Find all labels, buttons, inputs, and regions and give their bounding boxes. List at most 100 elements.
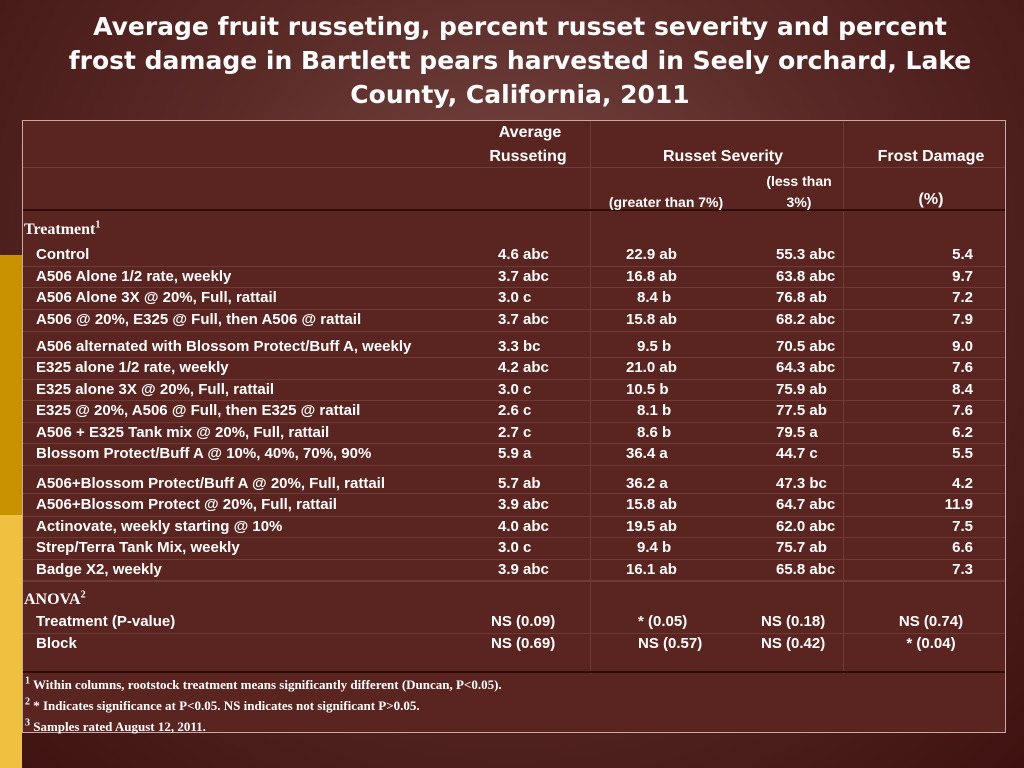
frost-damage-value: 9.0: [952, 338, 973, 355]
row-divider: [23, 580, 1005, 581]
row-divider: [23, 309, 1005, 310]
russet-lt3-value: 79.5 a: [776, 424, 818, 441]
avg-russeting-value: 3.0 c: [498, 289, 532, 306]
header-frost-damage: Frost Damage: [877, 148, 985, 165]
left-accent-bar-light: [0, 515, 22, 768]
table-row: Treatment (P-value) NS (0.09) * (0.05) NS (…: [23, 612, 1005, 632]
avg-russeting-value: 4.2 abc: [498, 359, 549, 376]
russet-lt3-value: 64.3 abc: [776, 359, 836, 376]
table-row: A506 Alone 3X @ 20%, Full, rattail 3.0 c 8…: [23, 288, 1005, 308]
avg-russeting-value: 2.7 c: [498, 424, 532, 441]
russet-gt7-value: 8.6 b: [637, 424, 672, 441]
row-divider: [23, 443, 1005, 444]
avg-russeting-value: 3.0 c: [498, 539, 532, 556]
treatment-name: E325 alone 1/2 rate, weekly: [36, 359, 229, 376]
avg-russeting-value: 3.0 c: [498, 381, 532, 398]
treatment-name: A506 Alone 1/2 rate, weekly: [36, 268, 232, 285]
frost-damage-value: 9.7: [952, 268, 973, 285]
frost-damage-value: 7.6: [952, 359, 973, 376]
col-divider-2: [843, 121, 844, 674]
avg-russeting-value: 3.9 abc: [498, 496, 549, 513]
russet-lt3-value: NS (0.42): [761, 635, 826, 652]
russet-lt3-value: 76.8 ab: [776, 289, 827, 306]
header-percent: (%): [918, 191, 944, 208]
russet-lt3-value: 77.5 ab: [776, 402, 827, 419]
header-average: Average: [498, 124, 562, 141]
treatment-name: Actinovate, weekly starting @ 10%: [36, 518, 283, 535]
treatment-name: Strep/Terra Tank Mix, weekly: [36, 539, 240, 556]
header-russet-severity: Russet Severity: [662, 148, 784, 165]
treatment-name: E325 @ 20%, A506 @ Full, then E325 @ rat…: [36, 402, 361, 419]
russet-lt3-value: 65.8 abc: [776, 561, 836, 578]
footnote-divider: [23, 671, 1005, 673]
footnote: 3 Samples rated August 12, 2011.: [25, 717, 206, 734]
table-row: Strep/Terra Tank Mix, weekly 3.0 c 9.4 b 75…: [23, 538, 1005, 558]
frost-damage-value: 7.2: [952, 289, 973, 306]
russet-lt3-value: 63.8 abc: [776, 268, 836, 285]
russet-lt3-value: 55.3 abc: [776, 246, 836, 263]
russet-gt7-value: 22.9 ab: [626, 246, 677, 263]
frost-damage-value: 7.5: [952, 518, 973, 535]
frost-damage-value: 6.6: [952, 539, 973, 556]
treatment-name: Badge X2, weekly: [36, 561, 162, 578]
treatment-name: Control: [36, 246, 90, 263]
treatment-name: A506 @ 20%, E325 @ Full, then A506 @ rat…: [36, 311, 362, 328]
row-divider: [23, 493, 1005, 494]
table-row: E325 @ 20%, A506 @ Full, then E325 @ rat…: [23, 401, 1005, 421]
russet-gt7-value: 15.8 ab: [626, 311, 677, 328]
frost-damage-value: 11.9: [944, 496, 973, 513]
russet-gt7-value: 21.0 ab: [626, 359, 677, 376]
avg-russeting-value: NS (0.69): [491, 635, 556, 652]
header-less-than-line2: 3%): [786, 194, 812, 210]
russet-gt7-value: * (0.05): [638, 613, 688, 630]
table-row: A506 Alone 1/2 rate, weekly 3.7 abc 16.8 a…: [23, 267, 1005, 287]
treatment-name: A506+Blossom Protect/Buff A @ 20%, Full,…: [36, 475, 386, 492]
table-row: Block NS (0.69) NS (0.57) NS (0.42) * (0.04): [23, 634, 1005, 654]
russet-gt7-value: NS (0.57): [638, 635, 703, 652]
treatment-name: E325 alone 3X @ 20%, Full, rattail: [36, 381, 275, 398]
frost-damage-value: 6.2: [952, 424, 973, 441]
frost-damage-value: * (0.04): [906, 635, 956, 652]
table-row: Blossom Protect/Buff A @ 10%, 40%, 70%, …: [23, 444, 1005, 464]
footnote: 1 Within columns, rootstock treatment me…: [25, 675, 502, 692]
header-russeting: Russeting: [489, 148, 567, 165]
treatment-name: Blossom Protect/Buff A @ 10%, 40%, 70%, …: [36, 445, 372, 462]
frost-damage-value: 5.5: [952, 445, 973, 462]
table-row: A506 + E325 Tank mix @ 20%, Full, rattai…: [23, 423, 1005, 443]
russet-lt3-value: NS (0.18): [761, 613, 826, 630]
frost-damage-value: NS (0.74): [898, 613, 964, 630]
results-table: Average Russeting Russet Severity Frost …: [22, 120, 1006, 734]
treatment-name: Block: [36, 635, 77, 652]
table-row: A506+Blossom Protect/Buff A @ 20%, Full,…: [23, 474, 1005, 494]
avg-russeting-value: 4.0 abc: [498, 518, 549, 535]
frost-damage-value: 5.4: [952, 246, 973, 263]
frost-damage-value: 7.6: [952, 402, 973, 419]
russet-gt7-value: 16.8 ab: [626, 268, 677, 285]
row-divider: [23, 266, 1005, 267]
table-row: A506 @ 20%, E325 @ Full, then A506 @ rat…: [23, 310, 1005, 330]
left-accent-bar-dark: [0, 255, 22, 515]
treatment-name: A506 Alone 3X @ 20%, Full, rattail: [36, 289, 277, 306]
table-row: Badge X2, weekly 3.9 abc 16.1 ab 65.8 abc 7.…: [23, 560, 1005, 580]
frost-damage-value: 8.4: [952, 381, 973, 398]
avg-russeting-value: 3.9 abc: [498, 561, 549, 578]
row-divider: [23, 357, 1005, 358]
russet-lt3-value: 47.3 bc: [776, 475, 827, 492]
row-divider: [23, 516, 1005, 517]
russet-gt7-value: 36.4 a: [626, 445, 668, 462]
row-divider: [23, 331, 1005, 332]
avg-russeting-value: 3.7 abc: [498, 311, 549, 328]
russet-gt7-value: 9.4 b: [637, 539, 672, 556]
row-divider: [23, 537, 1005, 538]
russet-gt7-value: 36.2 a: [626, 475, 668, 492]
avg-russeting-value: 3.7 abc: [498, 268, 549, 285]
russet-gt7-value: 10.5 b: [626, 381, 669, 398]
section-treatment-label: Treatment1: [24, 219, 101, 238]
col-divider-1: [590, 121, 591, 674]
row-divider: [23, 400, 1005, 401]
table-row: E325 alone 1/2 rate, weekly 4.2 abc 21.0 a…: [23, 358, 1005, 378]
avg-russeting-value: 5.7 ab: [498, 475, 541, 492]
russet-gt7-value: 8.4 b: [637, 289, 672, 306]
row-divider: [23, 422, 1005, 423]
table-row: E325 alone 3X @ 20%, Full, rattail 3.0 c 1…: [23, 380, 1005, 400]
